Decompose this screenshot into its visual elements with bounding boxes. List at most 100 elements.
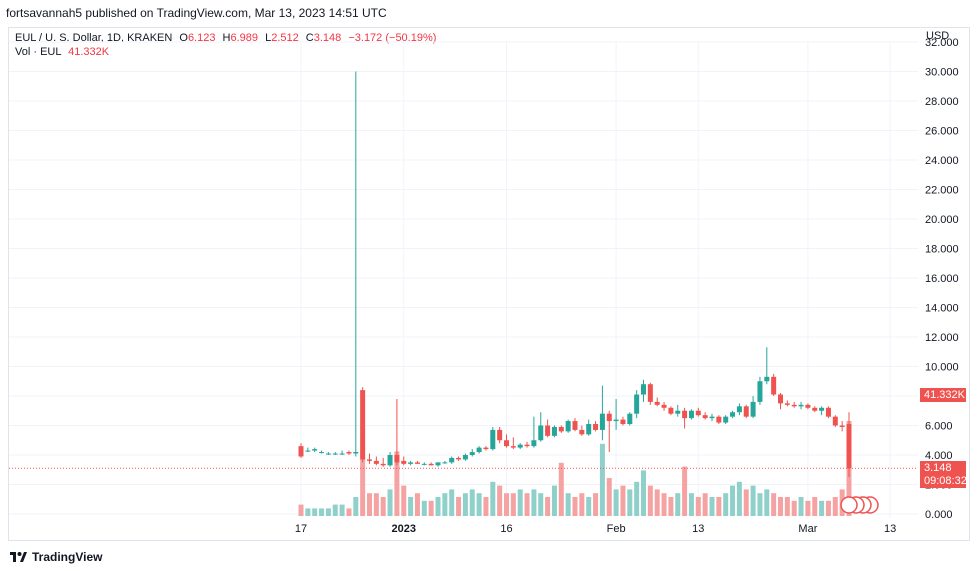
volume-bar [702, 493, 708, 516]
candle-body [373, 460, 379, 464]
y-tick-label: 24.000 [925, 155, 959, 167]
candle-body [723, 416, 729, 423]
volume-bar [476, 493, 482, 516]
volume-bar [668, 497, 674, 516]
volume-bar [586, 497, 592, 516]
candle-body [599, 413, 605, 430]
candle-body [730, 412, 736, 417]
volume-legend: Vol · EUL 41.332K [15, 46, 109, 58]
candle-body [757, 381, 763, 402]
change-value: −3.172 (−50.19%) [348, 32, 437, 44]
candle-body [428, 463, 434, 466]
volume-bar [346, 508, 352, 516]
candle-body [456, 457, 462, 460]
volume-bar [695, 497, 701, 516]
candle-body [688, 410, 694, 419]
volume-bar [784, 497, 790, 516]
volume-bar [312, 508, 318, 516]
volume-bar [332, 504, 338, 516]
candle-body [367, 459, 372, 461]
candle-body [353, 452, 359, 454]
candle-body [675, 410, 681, 414]
volume-bar [442, 493, 448, 516]
volume-bar [339, 504, 345, 516]
volume-bar [367, 493, 372, 516]
candle-body [408, 462, 414, 464]
brand-label: TradingView [32, 550, 103, 564]
candle-body [682, 410, 688, 419]
volume-bar [558, 462, 564, 516]
y-tick-label: 16.000 [925, 273, 959, 285]
candle-body [517, 444, 523, 448]
y-tick-label: 14.000 [925, 303, 959, 315]
economic-event-icon [840, 496, 858, 514]
volume-bar [812, 497, 818, 516]
volume-bar [778, 497, 783, 516]
candle-body [661, 404, 667, 408]
candle-body [832, 416, 838, 426]
candle-body [647, 384, 653, 402]
volume-bar [298, 504, 304, 516]
volume-bar [325, 508, 331, 516]
volume-bar [736, 481, 742, 516]
currency-label: USD [926, 30, 950, 42]
y-tick-label: 6.000 [925, 421, 953, 433]
volume-bar [469, 489, 475, 516]
countdown-tag: 09:08:32 [920, 474, 967, 488]
volume-bar [620, 485, 626, 516]
candle-body [545, 425, 551, 436]
candle-body [764, 376, 770, 382]
candle-body [483, 447, 489, 450]
volume-bar [757, 493, 763, 516]
candle-body [394, 455, 400, 463]
volume-bar [627, 489, 633, 516]
volume-bar [504, 493, 509, 516]
candle-body [558, 426, 564, 432]
volume-bar [723, 493, 729, 516]
volume-bar [572, 497, 578, 516]
x-tick-label: 17 [295, 523, 307, 535]
candle-body [319, 452, 325, 454]
volume-bar [517, 489, 523, 516]
volume-tag: 41.332K [920, 388, 966, 402]
candle-body [504, 440, 509, 447]
candle-body [750, 401, 756, 417]
candle-body [668, 407, 674, 414]
tradingview-brand[interactable]: TradingView [10, 550, 102, 564]
low-value: 2.512 [271, 32, 299, 44]
y-tick-label: 32.000 [925, 37, 959, 49]
volume-bar [360, 459, 366, 516]
tradingview-logo-icon [10, 552, 27, 562]
volume-label[interactable]: Vol · EUL [15, 46, 62, 58]
candles [298, 71, 852, 478]
symbol-label[interactable]: EUL / U. S. Dollar, 1D, KRAKEN [15, 32, 173, 44]
chart-frame[interactable] [8, 27, 970, 541]
volume-bar [750, 485, 756, 516]
candle-body [510, 446, 516, 448]
candle-body [565, 421, 571, 432]
candle-body [579, 429, 585, 435]
candle-body [702, 415, 708, 419]
candle-body [538, 425, 544, 441]
close-label: C [305, 32, 314, 44]
candle-body [846, 424, 852, 469]
volume-bar [661, 493, 667, 516]
candle-body [736, 406, 742, 413]
volume-bar [791, 500, 797, 516]
candle-body [613, 419, 619, 422]
volume-bar [380, 497, 386, 516]
event-markers [840, 496, 879, 514]
candle-body [778, 394, 783, 404]
volume-bar [647, 485, 653, 516]
y-tick-label: 20.000 [925, 214, 959, 226]
candle-body [805, 404, 811, 408]
candle-body [387, 455, 393, 466]
volume-bar [551, 485, 557, 516]
volume-bar [764, 489, 770, 516]
candle-body [476, 447, 482, 453]
volume-bar [606, 478, 612, 516]
volume-bar [805, 500, 811, 516]
volume-bar [675, 493, 681, 516]
volume-bar [798, 497, 804, 516]
